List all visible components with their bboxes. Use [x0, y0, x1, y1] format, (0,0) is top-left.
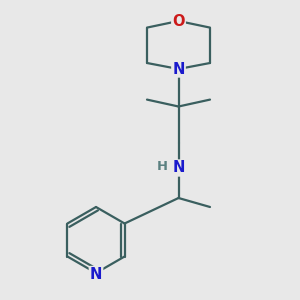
Text: N: N — [172, 160, 185, 175]
Text: N: N — [172, 61, 185, 76]
Text: H: H — [157, 160, 167, 173]
Text: O: O — [172, 14, 185, 28]
Text: N: N — [90, 267, 102, 282]
